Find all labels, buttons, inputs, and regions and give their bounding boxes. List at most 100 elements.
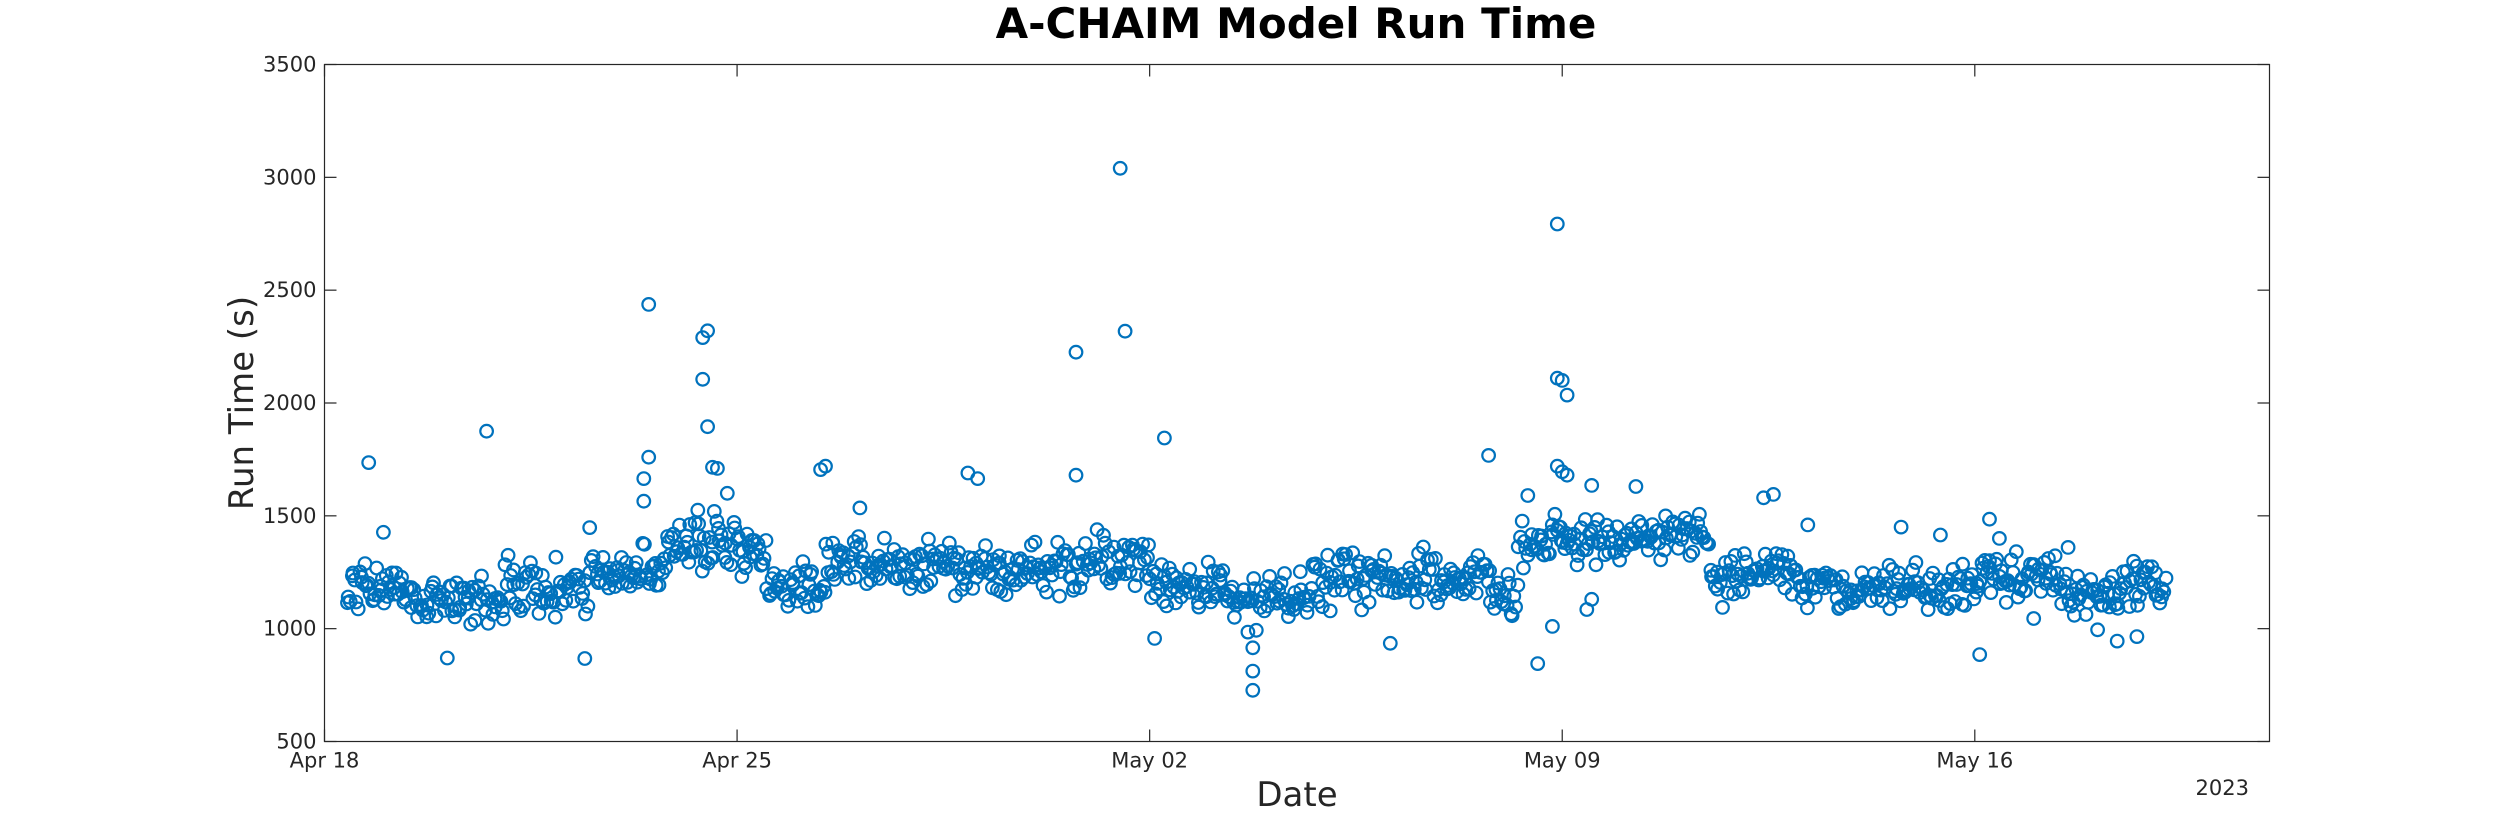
scatter-point bbox=[1060, 547, 1076, 562]
scatter-point bbox=[1273, 575, 1289, 591]
scatter-point bbox=[1955, 556, 1970, 572]
scatter-point bbox=[1182, 561, 1198, 577]
y-tick-label: 3500 bbox=[263, 53, 316, 77]
scatter-point bbox=[1932, 527, 1948, 543]
scatter-point bbox=[636, 493, 652, 509]
scatter-point bbox=[376, 524, 391, 540]
y-tick-label: 2500 bbox=[263, 278, 316, 302]
scatter-point bbox=[1044, 567, 1060, 583]
scatter-point bbox=[2040, 551, 2056, 566]
scatter-point bbox=[419, 597, 435, 613]
scatter-point bbox=[1908, 555, 1924, 570]
scatter-point bbox=[919, 577, 935, 593]
scatter-point bbox=[934, 543, 950, 559]
scatter-point bbox=[1712, 575, 1728, 590]
scatter-point bbox=[1245, 682, 1261, 698]
scatter-point bbox=[1982, 511, 1997, 527]
scatter-point bbox=[1246, 571, 1262, 586]
scatter-point bbox=[1518, 541, 1534, 556]
scatter-point bbox=[577, 651, 593, 666]
scatter-point bbox=[394, 569, 409, 585]
scatter-point bbox=[467, 613, 483, 628]
x-tick-label: May 02 bbox=[1111, 749, 1188, 773]
scatter-point bbox=[1559, 387, 1575, 403]
scatter-point bbox=[710, 461, 725, 476]
scatter-point bbox=[1584, 478, 1600, 493]
scatter-point bbox=[1240, 624, 1256, 640]
scatter-point bbox=[1514, 513, 1530, 529]
scatter-point bbox=[555, 596, 570, 612]
scatter-point bbox=[713, 527, 729, 543]
scatter-point bbox=[1072, 580, 1088, 596]
scatter-point bbox=[1156, 430, 1172, 446]
scatter-point bbox=[641, 297, 657, 312]
scatter-point bbox=[2092, 588, 2108, 604]
scatter-point bbox=[601, 580, 617, 596]
x-tick-label: Apr 25 bbox=[702, 749, 772, 773]
scatter-point bbox=[2129, 629, 2145, 644]
scatter-point bbox=[628, 555, 644, 570]
scatter-point bbox=[1292, 564, 1308, 580]
scatter-point bbox=[1068, 556, 1084, 572]
scatter-point bbox=[1141, 537, 1156, 553]
scatter-point bbox=[1468, 585, 1484, 601]
scatter-point bbox=[1091, 557, 1106, 573]
scatter-point bbox=[709, 513, 725, 529]
scatter-point bbox=[1559, 467, 1575, 483]
x-tick-label: May 16 bbox=[1936, 749, 2013, 773]
scatter-point bbox=[923, 573, 939, 589]
scatter-point bbox=[1765, 487, 1781, 502]
scatter-point bbox=[672, 517, 687, 533]
y-axis: 500 1000 1500 2000 2500 3000 3500 bbox=[263, 53, 2270, 754]
scatter-point bbox=[1891, 565, 1907, 581]
scatter-point bbox=[2109, 633, 2125, 649]
scatter-point bbox=[719, 485, 735, 501]
scatter-point bbox=[1052, 588, 1067, 604]
scatter-point bbox=[1314, 599, 1330, 615]
scatter-point bbox=[2049, 565, 2065, 581]
scatter-point bbox=[1966, 591, 1982, 607]
scatter-point bbox=[1634, 518, 1650, 533]
scatter-point bbox=[1653, 552, 1669, 568]
y-tick-label: 500 bbox=[276, 730, 316, 754]
scatter-point bbox=[1354, 602, 1370, 618]
scatter-point bbox=[590, 566, 605, 582]
scatter-point bbox=[1347, 588, 1363, 604]
scatter-point bbox=[1443, 561, 1458, 577]
scatter-point bbox=[758, 533, 774, 548]
scatter-point bbox=[970, 471, 986, 487]
scatter-point bbox=[1322, 603, 1338, 619]
scatter-point bbox=[565, 593, 581, 609]
scatter-point bbox=[700, 323, 715, 339]
scatter-point bbox=[1530, 656, 1546, 671]
y-tick-label: 1500 bbox=[263, 504, 316, 528]
scatter-point bbox=[2130, 597, 2145, 613]
scatter-point bbox=[1496, 588, 1512, 604]
scatter-point bbox=[1691, 506, 1707, 522]
scatter-point bbox=[1991, 531, 2007, 546]
scatter-point bbox=[1248, 622, 1264, 638]
scatter-point bbox=[516, 598, 531, 614]
scatter-point bbox=[2131, 588, 2147, 604]
scatter-point bbox=[585, 549, 601, 565]
scatter-point bbox=[496, 611, 511, 627]
scatter-point bbox=[342, 594, 358, 609]
scatter-point bbox=[827, 572, 843, 587]
scatter-point bbox=[1050, 534, 1066, 550]
scatter-point bbox=[1715, 600, 1730, 615]
scatter-point bbox=[1277, 566, 1292, 581]
scatter-point bbox=[800, 599, 816, 615]
scatter-point bbox=[690, 502, 706, 518]
scatter-point bbox=[1569, 557, 1585, 573]
scatter-point bbox=[2122, 573, 2138, 589]
scatter-point bbox=[795, 554, 811, 569]
scatter-point bbox=[658, 560, 674, 576]
scatter-point bbox=[847, 569, 863, 585]
scatter-point bbox=[1415, 539, 1431, 555]
scatter-point bbox=[1520, 488, 1536, 503]
scatter-point bbox=[781, 592, 797, 608]
scatter-point bbox=[1677, 510, 1693, 526]
scatter-point bbox=[852, 500, 868, 516]
scatter-point bbox=[1122, 564, 1138, 579]
